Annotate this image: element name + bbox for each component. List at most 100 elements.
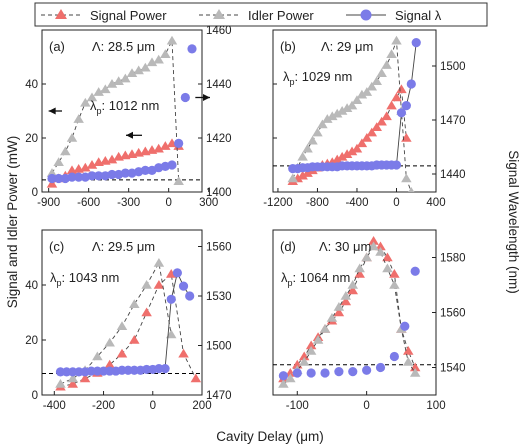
point-idler-power [319,324,331,333]
point-idler-power [327,111,338,121]
point-idler-power [409,368,421,377]
point-idler-power [326,313,338,322]
panel-label: (a) [49,39,65,54]
plot-data-area [42,258,202,391]
legend-label-signal-power: Signal Power [90,8,167,23]
point-signal-power [331,154,343,164]
point-idler-power [333,302,345,311]
left-y-tick-label: 0 [32,187,38,199]
point-signal-power [340,296,352,306]
left-y-tick-label: 40 [25,79,38,91]
right-y-tick-label: 1470 [440,115,466,127]
pump-value: : 1012 nm [102,98,160,113]
point-idler-power [67,373,79,383]
pump-subscript: p [57,278,62,288]
point-signal-power [333,307,345,317]
x-tick-label: -600 [77,197,100,209]
point-idler-power [366,81,378,91]
point-signal-power [346,146,358,156]
point-signal-power [391,92,402,102]
arrow-head [203,94,210,101]
x-tick-label: 0 [393,197,399,209]
point-idler-power [165,329,177,339]
x-tick-label: -200 [92,400,115,412]
point-idler-power [401,173,412,183]
point-idler-power [340,291,352,300]
point-idler-power [46,168,58,177]
point-signal-power [375,241,386,251]
point-signal-power [79,373,91,383]
x-tick-label: 400 [426,197,445,209]
point-idler-power [73,114,84,123]
panel-a: -900 -600 -300 0 300 0 20 40 1400 1420 1440 1460 (a)… [25,25,231,209]
pump-subscript: p [97,106,102,116]
point-signal-power [341,149,353,158]
point-signal-lambda [400,321,410,331]
pump-symbol: λ [283,69,290,84]
point-idler-power [312,335,324,344]
legend-box [34,2,488,27]
panel-d: -100 0 100 1540 1560 1580 (d) Λ: 30 μm λp: 1064 … [272,229,466,412]
point-idler-power [305,346,317,355]
point-signal-power [356,138,368,148]
point-idler-power [93,87,104,96]
period-label: Λ: 29 μm [321,39,373,54]
point-signal-lambda [389,351,399,362]
point-idler-power [106,79,118,88]
x-tick-label: -400 [345,197,368,209]
point-idler-power [376,68,387,77]
legend-marker-signal-lambda [360,9,372,21]
point-signal-power [46,178,58,188]
point-idler-power [60,146,71,156]
point-idler-power [361,87,373,96]
point-signal-lambda [375,362,386,373]
point-signal-lambda [410,266,420,276]
point-signal-lambda [87,171,97,181]
pump-wavelength-label: λp: 1064 nm [281,270,350,288]
pump-wavelength-label: λp: 1012 nm [90,98,159,116]
legend-marker-signal-power [55,9,67,19]
pump-value: : 1043 nm [62,270,120,285]
point-idler-power [104,337,115,347]
point-signal-lambda [278,371,289,381]
point-idler-power [341,103,353,113]
legend-item-signal-lambda: Signal λ [346,8,442,23]
point-idler-power [298,357,310,366]
right-y-tick-label: 1580 [440,253,466,265]
point-signal-power [382,252,393,262]
point-idler-power [346,100,358,110]
point-idler-power [278,379,289,388]
point-idler-power [129,299,140,308]
point-signal-lambda [411,38,421,48]
right-y-tick-label: 1560 [440,308,466,320]
point-signal-power [347,285,359,295]
point-signal-power [302,168,313,177]
right-y-tick-label: 1460 [206,25,232,37]
point-idler-power [403,357,414,366]
point-idler-power [146,57,158,67]
legend-marker-idler-power [213,9,225,19]
period-label: Λ: 28.5 μm [92,39,155,54]
point-signal-lambda [174,138,184,148]
pump-wavelength-label: λp: 1043 nm [50,270,119,288]
legend: Signal Power Idler Power Signal λ [34,2,488,27]
point-idler-power [166,35,178,45]
point-idler-power [133,65,144,75]
point-signal-power [368,236,379,245]
pump-value: : 1064 nm [293,270,351,285]
point-idler-power [356,89,368,99]
point-signal-power [178,348,189,358]
x-tick-label: -800 [306,197,329,209]
point-signal-power [351,143,363,153]
period-label: Λ: 30 μm [319,239,371,254]
point-signal-power [389,269,400,278]
point-idler-power [140,62,151,72]
point-idler-power [80,97,91,107]
point-signal-lambda [348,367,358,377]
x-tick-label: -1200 [263,197,292,209]
point-signal-power [153,280,165,289]
right-y-tick-label: 1440 [440,169,466,181]
pump-symbol: λ [90,98,97,113]
point-signal-power [292,359,303,369]
point-idler-power [66,133,78,142]
